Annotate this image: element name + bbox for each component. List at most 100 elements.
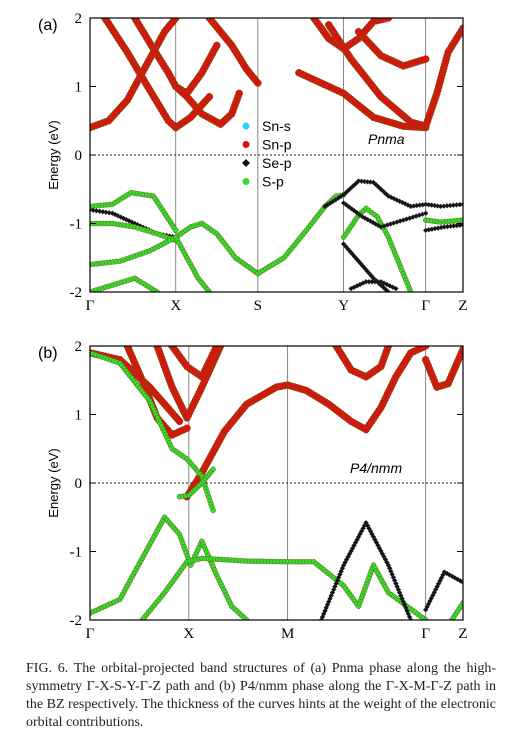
legend: Sn-s Sn-p Se-p S-p	[242, 118, 292, 190]
x-tick-label: Y	[338, 298, 349, 314]
band-point	[460, 201, 463, 208]
y-tick-label: 0	[75, 476, 83, 492]
phase-label: P4/nmm	[350, 460, 402, 476]
x-tick-label: Γ	[421, 298, 430, 314]
band-point	[205, 93, 214, 101]
band-point	[384, 18, 393, 22]
panel-label: (b)	[38, 345, 58, 362]
band-point	[183, 424, 191, 432]
band-series	[205, 18, 262, 87]
y-tick-label: -2	[70, 613, 83, 629]
band-point	[421, 55, 430, 63]
band-point	[460, 600, 463, 606]
x-tick-label: S	[254, 298, 262, 314]
band-point	[422, 617, 429, 620]
band-point	[459, 346, 463, 354]
band-series	[340, 241, 392, 292]
figure-caption: FIG. 6. The orbital-projected band struc…	[26, 660, 496, 732]
y-tick-label: 2	[75, 339, 83, 355]
band-series	[422, 569, 463, 613]
band-point	[254, 79, 262, 87]
phase-label: Pnma	[368, 131, 405, 147]
band-point	[213, 346, 221, 350]
caption-text: The orbital-projected band structures of…	[26, 661, 496, 730]
band-point	[407, 617, 414, 620]
band-point	[213, 41, 221, 50]
band-series	[449, 600, 463, 620]
band-point	[385, 289, 392, 292]
band-series	[332, 346, 393, 381]
band-point	[408, 289, 414, 292]
band-point	[206, 289, 213, 292]
band-series	[90, 234, 179, 268]
band-series	[318, 519, 414, 620]
band-series	[90, 275, 160, 292]
band-point	[384, 346, 393, 350]
band-point	[422, 210, 429, 217]
band-series	[139, 555, 429, 620]
band-series	[422, 222, 463, 234]
panel-b: -2 -1 0 1 2 Γ X M Γ Z Energy (eV) (b) P4/nmm	[38, 339, 468, 642]
band-series	[421, 346, 463, 391]
band-series	[90, 189, 179, 234]
band-series	[168, 346, 221, 381]
band-series	[172, 82, 243, 128]
band-series	[422, 217, 463, 225]
band-point	[175, 417, 184, 426]
band-point	[243, 617, 250, 620]
x-tick-label: X	[183, 626, 194, 642]
band-point	[459, 24, 463, 33]
band-point	[235, 89, 243, 98]
band-structure-figure: -2 -1 0 1 2 Γ X S Y Γ Z Energy (eV) (a) Pnma Sn-sSn-pS…	[38, 11, 468, 642]
band-point	[460, 579, 463, 586]
y-tick-label: 1	[75, 408, 83, 424]
band-series	[176, 466, 216, 500]
y-axis-label: Energy (eV)	[46, 120, 61, 189]
band-series	[324, 21, 463, 130]
legend-marker	[242, 178, 250, 185]
x-tick-label: Z	[458, 298, 467, 314]
panel-label: (a)	[38, 17, 58, 34]
bands	[90, 18, 463, 292]
band-series	[255, 191, 347, 277]
band-series	[173, 234, 213, 292]
band-series	[183, 381, 370, 501]
legend-marker	[242, 141, 250, 148]
y-tick-label: -2	[70, 285, 83, 301]
band-series	[340, 200, 429, 230]
legend-marker	[242, 159, 250, 167]
band-series	[362, 346, 430, 434]
band-series	[340, 205, 414, 292]
x-tick-label: Z	[458, 626, 467, 642]
band-series	[310, 18, 393, 53]
band-point	[460, 217, 463, 223]
bands	[90, 346, 463, 620]
legend-label: Sn-s	[262, 118, 291, 134]
band-point	[421, 346, 430, 350]
x-tick-label: Γ	[86, 626, 95, 642]
caption-prefix: FIG. 6.	[26, 661, 69, 676]
band-series	[101, 18, 214, 132]
band-point	[210, 466, 216, 473]
band-series	[354, 27, 430, 70]
y-axis-label: Energy (eV)	[46, 448, 61, 517]
x-tick-label: M	[281, 626, 294, 642]
band-series	[422, 201, 463, 210]
y-tick-label: -1	[70, 545, 83, 561]
band-point	[210, 507, 216, 514]
band-point	[173, 227, 179, 234]
band-point	[154, 289, 160, 292]
y-tick-label: 0	[75, 148, 83, 164]
band-series	[348, 278, 399, 292]
y-tick-label: 2	[75, 11, 83, 27]
band-series	[322, 178, 429, 210]
legend-label: Se-p	[262, 155, 292, 171]
band-point	[393, 285, 399, 292]
legend-marker	[242, 122, 250, 130]
band-series	[90, 514, 250, 620]
x-tick-label: Γ	[421, 626, 430, 642]
y-tick-label: 1	[75, 80, 83, 96]
x-tick-label: Γ	[86, 298, 95, 314]
band-series	[90, 220, 179, 244]
